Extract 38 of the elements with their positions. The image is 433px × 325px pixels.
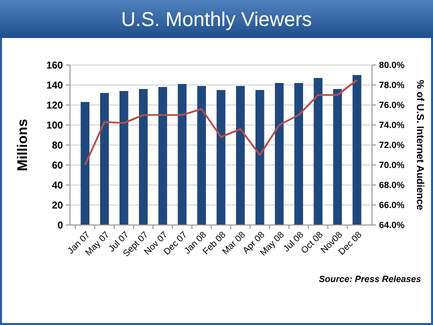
y2-tick-label: 72.0% — [379, 140, 405, 150]
y2-tick-label: 64.0% — [379, 220, 405, 230]
y-tick-label: 60 — [52, 160, 64, 172]
y2-tick-label: 76.0% — [379, 100, 405, 110]
bar — [197, 86, 206, 225]
line-series — [84, 79, 358, 166]
bar — [314, 78, 322, 225]
y-tick-label: 120 — [46, 100, 64, 112]
bar — [274, 83, 284, 225]
bar — [158, 87, 168, 225]
y2-tick-label: 78.0% — [379, 80, 405, 90]
bar — [236, 86, 245, 225]
bar — [80, 102, 90, 225]
bar — [255, 90, 264, 225]
y2-tick-label: 70.0% — [379, 160, 405, 170]
y-axis-title: Millions — [14, 118, 30, 172]
bar — [178, 84, 187, 225]
y2-tick-label: 74.0% — [379, 120, 405, 130]
y-tick-label: 20 — [52, 200, 64, 212]
y-tick-label: 80 — [52, 140, 64, 152]
chart-title: U.S. Monthly Viewers — [121, 9, 312, 31]
bar — [120, 91, 128, 225]
bar — [216, 90, 226, 225]
y-tick-label: 100 — [46, 120, 64, 132]
y-tick-label: 40 — [52, 180, 64, 192]
bar — [333, 89, 342, 225]
y2-tick-label: 68.0% — [379, 180, 405, 190]
y2-tick-label: 80.0% — [379, 60, 405, 70]
y-tick-label: 140 — [46, 80, 64, 92]
y2-axis-title: % of U.S. Internet Audience — [414, 80, 425, 211]
y2-tick-label: 66.0% — [379, 200, 405, 210]
bar — [100, 93, 109, 225]
bar — [352, 75, 362, 225]
y-tick-label: 160 — [46, 60, 64, 72]
y-tick-label: 0 — [57, 220, 64, 232]
source-note: Source: Press Releases — [318, 274, 421, 284]
bar — [294, 83, 304, 225]
bar — [138, 89, 148, 225]
